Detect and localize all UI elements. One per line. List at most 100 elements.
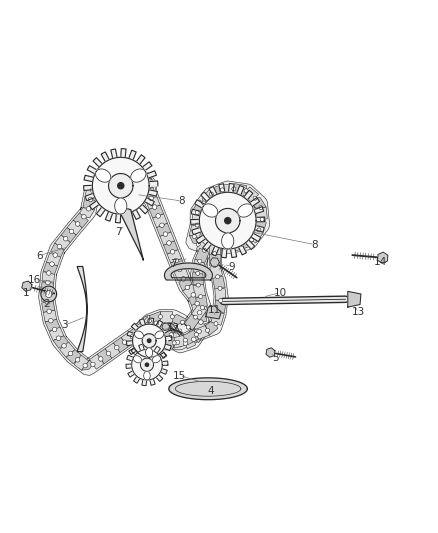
- Polygon shape: [222, 184, 235, 195]
- Circle shape: [145, 322, 149, 327]
- Circle shape: [185, 285, 190, 289]
- Polygon shape: [83, 198, 96, 210]
- Circle shape: [144, 180, 148, 184]
- Circle shape: [170, 315, 174, 319]
- Circle shape: [219, 298, 223, 303]
- Polygon shape: [218, 236, 234, 249]
- Polygon shape: [205, 319, 218, 335]
- Polygon shape: [22, 281, 32, 291]
- Circle shape: [175, 340, 180, 344]
- Polygon shape: [132, 350, 162, 380]
- Circle shape: [213, 252, 216, 255]
- Circle shape: [68, 351, 73, 356]
- Circle shape: [202, 248, 206, 252]
- Polygon shape: [105, 343, 120, 358]
- Circle shape: [215, 275, 219, 279]
- Circle shape: [244, 189, 248, 193]
- Polygon shape: [160, 311, 172, 322]
- Circle shape: [180, 320, 184, 324]
- Circle shape: [46, 280, 50, 285]
- Circle shape: [260, 217, 264, 221]
- Circle shape: [213, 263, 216, 268]
- Circle shape: [213, 263, 216, 268]
- Polygon shape: [61, 228, 76, 243]
- Circle shape: [197, 329, 201, 334]
- Polygon shape: [189, 224, 202, 238]
- Circle shape: [213, 228, 216, 231]
- Circle shape: [228, 245, 232, 248]
- Circle shape: [163, 232, 168, 236]
- Circle shape: [213, 240, 216, 244]
- Polygon shape: [145, 363, 148, 366]
- Polygon shape: [127, 318, 172, 364]
- Circle shape: [167, 241, 171, 245]
- Polygon shape: [184, 314, 200, 330]
- Polygon shape: [66, 350, 82, 364]
- Circle shape: [217, 310, 221, 314]
- Polygon shape: [193, 272, 203, 286]
- Polygon shape: [145, 196, 160, 209]
- Circle shape: [53, 253, 57, 257]
- Text: 11: 11: [208, 305, 221, 315]
- Circle shape: [99, 357, 103, 361]
- Circle shape: [144, 180, 148, 184]
- Circle shape: [149, 196, 153, 200]
- Circle shape: [82, 215, 86, 219]
- Circle shape: [195, 211, 199, 215]
- Circle shape: [244, 189, 248, 193]
- Circle shape: [218, 286, 222, 290]
- Circle shape: [194, 333, 198, 336]
- Circle shape: [195, 223, 199, 227]
- Polygon shape: [189, 235, 203, 246]
- Circle shape: [175, 340, 180, 344]
- Polygon shape: [194, 319, 206, 335]
- Circle shape: [75, 222, 80, 226]
- Circle shape: [62, 344, 66, 348]
- Circle shape: [86, 207, 91, 211]
- Circle shape: [45, 290, 49, 294]
- Circle shape: [174, 259, 178, 263]
- Text: 3: 3: [61, 320, 67, 330]
- Circle shape: [260, 217, 264, 221]
- Polygon shape: [168, 314, 187, 325]
- Circle shape: [88, 197, 93, 201]
- Polygon shape: [247, 227, 263, 243]
- Polygon shape: [97, 349, 112, 364]
- Circle shape: [64, 237, 68, 241]
- Circle shape: [169, 333, 173, 337]
- Polygon shape: [156, 223, 171, 236]
- Circle shape: [154, 321, 159, 326]
- Polygon shape: [144, 372, 150, 380]
- Circle shape: [180, 320, 184, 324]
- Polygon shape: [214, 300, 226, 313]
- Polygon shape: [163, 241, 178, 254]
- Polygon shape: [210, 258, 219, 266]
- Polygon shape: [199, 192, 256, 249]
- Circle shape: [86, 207, 91, 211]
- Circle shape: [68, 351, 73, 356]
- Circle shape: [186, 325, 190, 329]
- Polygon shape: [41, 286, 57, 302]
- Circle shape: [82, 215, 86, 219]
- Circle shape: [213, 240, 216, 244]
- Circle shape: [159, 315, 162, 319]
- Circle shape: [142, 179, 146, 183]
- Circle shape: [145, 187, 150, 191]
- Polygon shape: [240, 235, 253, 249]
- Circle shape: [250, 238, 254, 242]
- Polygon shape: [126, 344, 168, 386]
- Circle shape: [184, 338, 187, 342]
- Circle shape: [259, 206, 263, 209]
- Polygon shape: [215, 208, 240, 233]
- Polygon shape: [209, 254, 220, 265]
- Polygon shape: [184, 334, 196, 349]
- Circle shape: [191, 337, 196, 342]
- Polygon shape: [55, 235, 70, 251]
- Polygon shape: [174, 335, 185, 348]
- Circle shape: [167, 241, 171, 245]
- Polygon shape: [162, 338, 175, 348]
- Circle shape: [91, 362, 95, 367]
- Polygon shape: [109, 174, 133, 198]
- Polygon shape: [194, 312, 207, 323]
- Circle shape: [160, 341, 164, 345]
